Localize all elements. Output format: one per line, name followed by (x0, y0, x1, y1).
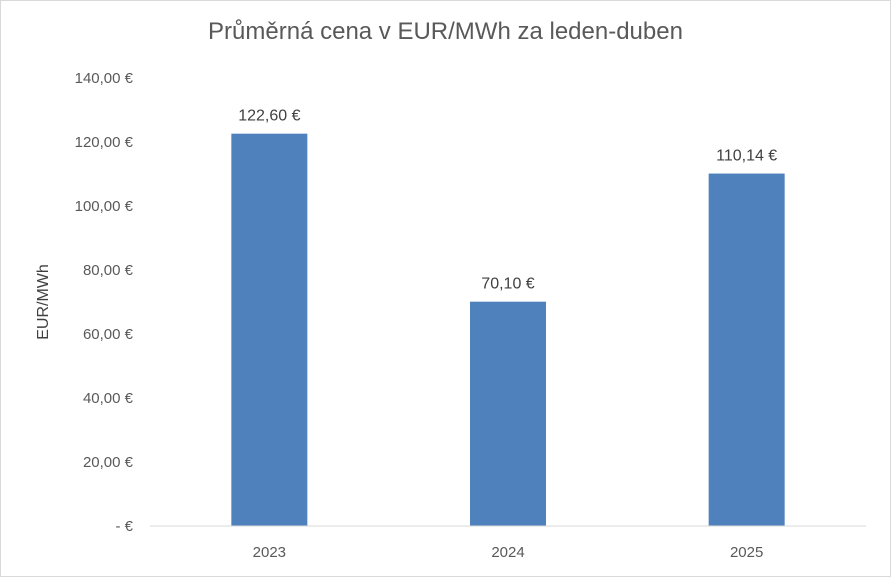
x-axis-categories: 2023 2024 2025 (253, 544, 764, 561)
data-labels: 122,60 € 70,10 € 110,14 € (238, 108, 777, 293)
y-tick-label: 60,00 € (83, 326, 134, 343)
y-tick-label: - € (115, 518, 133, 535)
y-tick-label: 140,00 € (75, 70, 134, 87)
y-tick-label: 80,00 € (83, 262, 134, 279)
y-axis-label: EUR/MWh (35, 264, 52, 340)
x-category-label: 2024 (491, 544, 524, 561)
data-label-2025: 110,14 € (716, 148, 777, 165)
bar-2025 (708, 173, 785, 526)
y-axis-ticks: - € 20,00 € 40,00 € 60,00 € 80,00 € 100,00 € 1… (75, 70, 134, 535)
y-tick-label: 100,00 € (75, 198, 134, 215)
data-label-2023: 122,60 € (238, 108, 300, 125)
bar-2024 (470, 301, 546, 526)
y-tick-label: 40,00 € (83, 390, 134, 407)
chart-title: Průměrná cena v EUR/MWh za leden-duben (208, 18, 683, 45)
bars (231, 133, 785, 526)
y-tick-label: 20,00 € (83, 454, 134, 471)
x-category-label: 2023 (253, 544, 286, 561)
bar-2023 (231, 133, 308, 526)
y-tick-label: 120,00 € (75, 134, 134, 151)
x-category-label: 2025 (730, 544, 763, 561)
data-label-2024: 70,10 € (481, 276, 534, 293)
